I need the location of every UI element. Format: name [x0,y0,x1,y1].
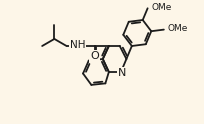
Text: NH: NH [70,40,85,50]
Text: OMe: OMe [150,3,171,12]
Text: N: N [118,68,126,78]
Text: O: O [90,51,99,61]
Text: OMe: OMe [166,24,187,33]
